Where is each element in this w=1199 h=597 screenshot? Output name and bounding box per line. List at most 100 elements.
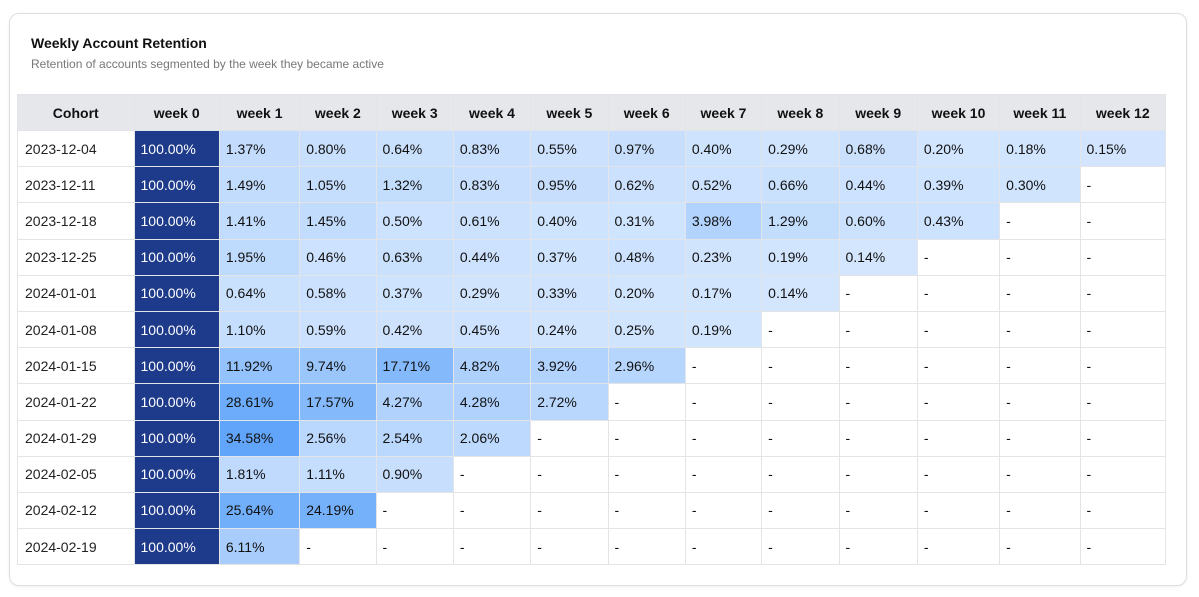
retention-cell-week-7: - [684,419,763,457]
retention-cell-week-11: - [999,202,1081,240]
retention-cell-week-11: - [999,528,1081,566]
retention-cell-week-1: 1.10% [218,310,301,349]
retention-cell-week-2: 0.59% [299,310,377,349]
cohort-label: 2024-01-29 [17,419,135,457]
retention-cell-week-8: 0.19% [761,238,840,276]
retention-cell-week-10: - [916,347,1001,385]
retention-cell-week-11: - [999,310,1081,349]
retention-cell-week-4: 0.44% [452,238,532,276]
retention-cell-week-1: 1.37% [218,129,301,168]
retention-cell-week-12: - [1079,491,1167,530]
retention-cell-week-7: 3.98% [684,202,763,240]
retention-cell-week-5: 0.55% [530,129,609,168]
retention-cell-week-2: 1.45% [299,202,377,240]
cohort-label: 2024-01-22 [17,383,135,421]
retention-cell-week-3: 0.63% [375,238,454,276]
retention-cell-week-6: 0.62% [607,166,686,204]
retention-cell-week-3: 0.50% [375,202,454,240]
retention-cell-week-0: 100.00% [133,274,220,312]
retention-cell-week-11: - [999,383,1081,421]
retention-table: Cohort week 0 week 1 week 2 week 3 week 4 week… [17,94,1167,566]
retention-cell-week-8: - [761,528,840,566]
retention-cell-week-4: 0.29% [452,274,532,312]
table-body: 2023-12-04 100.00% 1.37% 0.80% 0.64% 0.83% 0.5… [17,129,1167,566]
retention-cell-week-0: 100.00% [133,238,220,276]
table-row: 2024-02-05 100.00% 1.81% 1.11% 0.90% - - - - - - - -… [17,455,1167,493]
retention-cell-week-9: 0.44% [838,166,918,204]
retention-cell-week-10: - [916,491,1001,530]
chart-subtitle: Retention of accounts segmented by the w… [31,57,384,71]
retention-cell-week-1: 25.64% [218,491,301,530]
cohort-label: 2023-12-04 [17,129,135,168]
retention-cell-week-2: 24.19% [299,491,377,530]
retention-cell-week-9: 0.68% [838,129,918,168]
retention-cell-week-1: 11.92% [218,347,301,385]
retention-cell-week-10: 0.20% [916,129,1001,168]
table-row: 2023-12-18 100.00% 1.41% 1.45% 0.50% 0.61% 0.4… [17,202,1167,240]
retention-cell-week-1: 34.58% [218,419,301,457]
column-header-week-1: week 1 [218,94,301,131]
retention-cell-week-0: 100.00% [133,419,220,457]
retention-cell-week-4: - [452,455,532,493]
retention-cell-week-1: 1.81% [218,455,301,493]
table-row: 2024-02-12 100.00% 25.64% 24.19% - - - - - - - - - - [17,491,1167,530]
cohort-label: 2024-01-01 [17,274,135,312]
column-header-week-0: week 0 [133,94,220,131]
retention-cell-week-8: 0.29% [761,129,840,168]
retention-cell-week-6: - [607,491,686,530]
retention-cell-week-12: - [1079,238,1167,276]
retention-cell-week-1: 28.61% [218,383,301,421]
retention-cell-week-12: - [1079,274,1167,312]
table-row: 2024-01-15 100.00% 11.92% 9.74% 17.71% 4.82% 3… [17,347,1167,385]
column-header-week-8: week 8 [761,94,840,131]
retention-cell-week-10: - [916,274,1001,312]
retention-cell-week-7: - [684,528,763,566]
retention-cell-week-4: 0.45% [452,310,532,349]
retention-cell-week-9: - [838,455,918,493]
retention-cell-week-11: - [999,347,1081,385]
column-header-week-9: week 9 [838,94,918,131]
table-row: 2024-01-01 100.00% 0.64% 0.58% 0.37% 0.29% 0.3… [17,274,1167,312]
retention-cell-week-7: 0.17% [684,274,763,312]
retention-cell-week-1: 0.64% [218,274,301,312]
column-header-week-5: week 5 [530,94,609,131]
retention-cell-week-6: 0.97% [607,129,686,168]
retention-cell-week-0: 100.00% [133,491,220,530]
retention-cell-week-11: - [999,238,1081,276]
retention-cell-week-2: 17.57% [299,383,377,421]
retention-cell-week-6: 0.20% [607,274,686,312]
retention-cell-week-8: 1.29% [761,202,840,240]
table-row: 2024-01-08 100.00% 1.10% 0.59% 0.42% 0.45% 0.2… [17,310,1167,349]
retention-cell-week-4: 0.61% [452,202,532,240]
retention-cell-week-7: 0.23% [684,238,763,276]
retention-cell-week-0: 100.00% [133,347,220,385]
retention-cell-week-3: 0.42% [375,310,454,349]
retention-cell-week-4: 0.83% [452,129,532,168]
retention-cell-week-2: - [299,528,377,566]
retention-cell-week-11: - [999,419,1081,457]
retention-cell-week-9: - [838,347,918,385]
table-row: 2024-01-22 100.00% 28.61% 17.57% 4.27% 4.28% 2… [17,383,1167,421]
retention-cell-week-9: - [838,491,918,530]
retention-cell-week-11: - [999,491,1081,530]
retention-cell-week-0: 100.00% [133,310,220,349]
retention-cell-week-2: 9.74% [299,347,377,385]
retention-cell-week-11: - [999,274,1081,312]
table-header-row: Cohort week 0 week 1 week 2 week 3 week 4 week… [17,94,1167,131]
column-header-cohort: Cohort [17,94,135,131]
retention-cell-week-8: - [761,491,840,530]
retention-cell-week-12: - [1079,419,1167,457]
retention-cell-week-5: 0.95% [530,166,609,204]
retention-cell-week-5: 0.33% [530,274,609,312]
retention-cell-week-3: 4.27% [375,383,454,421]
retention-cell-week-9: - [838,310,918,349]
retention-cell-week-12: - [1079,528,1167,566]
retention-cell-week-6: 2.96% [607,347,686,385]
retention-cell-week-8: 0.14% [761,274,840,312]
retention-cell-week-12: - [1079,347,1167,385]
retention-cell-week-2: 1.05% [299,166,377,204]
retention-cell-week-11: - [999,455,1081,493]
cohort-label: 2023-12-25 [17,238,135,276]
retention-cell-week-10: - [916,383,1001,421]
retention-cell-week-0: 100.00% [133,528,220,566]
